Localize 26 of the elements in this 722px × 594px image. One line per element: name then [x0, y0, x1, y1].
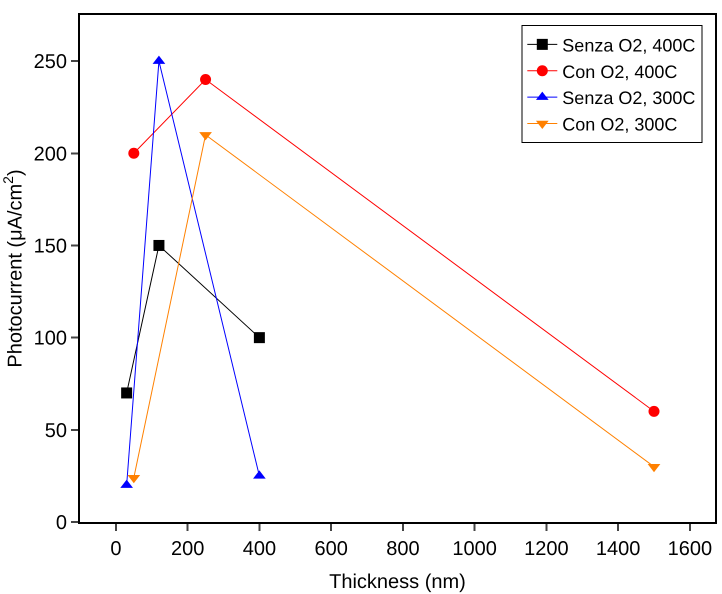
point	[200, 74, 212, 86]
legend-label: Con O2, 300C	[562, 114, 678, 135]
x-tick-label: 1400	[596, 538, 640, 560]
x-tick-label: 1600	[668, 538, 712, 560]
point	[121, 387, 132, 398]
y-tick-label: 0	[56, 512, 67, 534]
y-tick-label: 200	[34, 143, 67, 166]
y-tick-label: 50	[44, 420, 67, 442]
legend-label: Senza O2, 300C	[562, 88, 696, 108]
point	[254, 332, 265, 344]
legend-label: Senza O2, 400C	[562, 35, 696, 56]
x-tick-label: 800	[386, 538, 420, 560]
y-tick-label: 250	[34, 51, 67, 74]
x-tick-label: 400	[242, 538, 276, 560]
y-tick-label: 100	[34, 328, 67, 350]
point	[153, 240, 164, 251]
x-axis-title: Thickness (nm)	[329, 571, 466, 593]
x-tick-label: 600	[314, 538, 348, 560]
x-tick-label: 200	[170, 538, 204, 560]
x-tick-label: 0	[110, 538, 122, 560]
y-tick-label: 150	[34, 235, 67, 258]
x-tick-label: 1000	[452, 538, 497, 560]
x-tick-label: 1200	[524, 538, 569, 560]
point	[128, 148, 140, 159]
point	[648, 406, 660, 417]
legend-label: Con O2, 400C	[562, 62, 678, 82]
